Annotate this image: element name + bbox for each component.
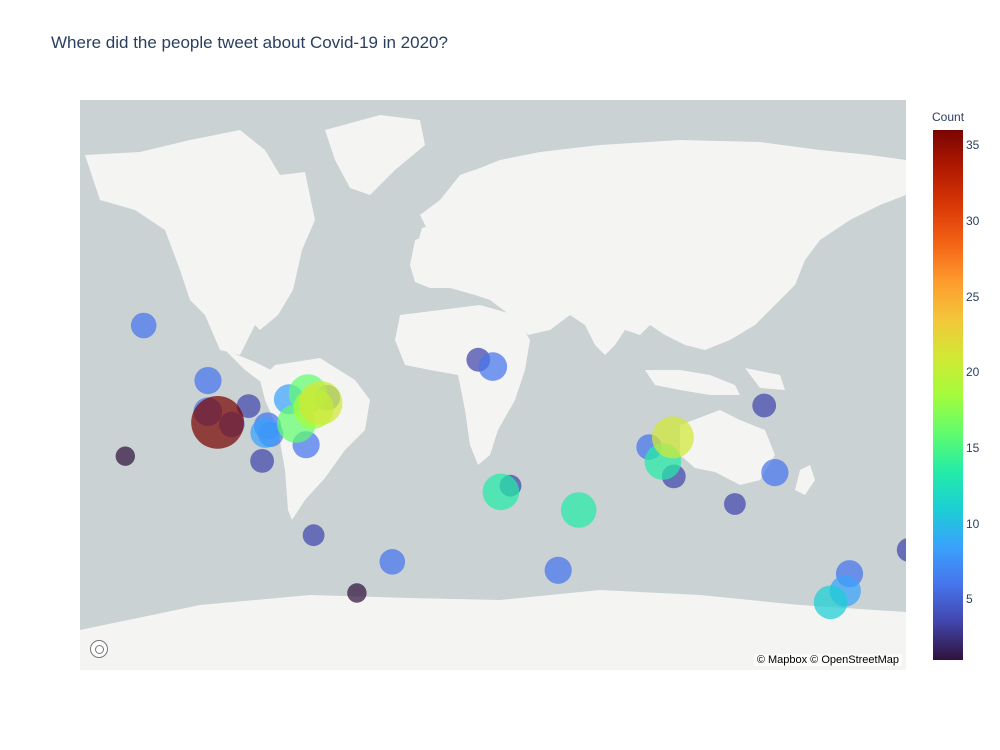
colorbar xyxy=(933,130,963,660)
colorbar-tick-label: 20 xyxy=(966,365,980,380)
land-eurasia xyxy=(410,140,906,355)
land-greenland xyxy=(325,115,425,195)
chart-title: Where did the people tweet about Covid-1… xyxy=(51,33,448,52)
tweet-marker[interactable] xyxy=(544,556,572,584)
land-japan xyxy=(713,260,738,305)
tweet-marker[interactable] xyxy=(813,585,848,620)
tweet-marker[interactable] xyxy=(250,449,274,473)
colorbar-tick-label: 15 xyxy=(966,441,980,455)
tweet-marker[interactable] xyxy=(191,396,244,449)
map-attribution[interactable]: © Mapbox © OpenStreetMap xyxy=(753,654,902,666)
tweet-marker[interactable] xyxy=(482,473,520,511)
tweet-marker[interactable] xyxy=(302,524,325,547)
world-map[interactable] xyxy=(80,100,906,670)
tweet-marker[interactable] xyxy=(194,367,222,395)
colorbar-gradient xyxy=(933,130,963,660)
tweet-marker[interactable] xyxy=(236,394,261,418)
tweet-marker[interactable] xyxy=(752,393,777,418)
colorbar-tick-label: 30 xyxy=(966,213,980,228)
land-north-america xyxy=(85,130,315,355)
land-southeast-asia xyxy=(645,370,740,395)
colorbar-tick-label: 25 xyxy=(966,289,980,304)
tweet-marker[interactable] xyxy=(379,549,406,575)
land-antarctica xyxy=(80,590,906,670)
colorbar-tick-label: 5 xyxy=(966,592,973,607)
colorbar-tick-label: 35 xyxy=(966,138,980,153)
tweet-marker[interactable] xyxy=(651,416,694,459)
tweet-marker[interactable] xyxy=(724,493,746,515)
tweet-marker[interactable] xyxy=(560,492,597,528)
land-masses xyxy=(80,115,906,670)
tweet-marker[interactable] xyxy=(250,417,281,448)
land-africa xyxy=(395,305,530,465)
colorbar-title: Count xyxy=(932,110,965,124)
mapbox-logo-icon[interactable] xyxy=(90,640,108,658)
tweet-marker[interactable] xyxy=(896,538,906,562)
tweet-marker[interactable] xyxy=(761,459,789,487)
tweet-markers[interactable] xyxy=(115,312,906,620)
tweet-marker[interactable] xyxy=(115,446,135,466)
colorbar-tick-label: 10 xyxy=(966,516,980,531)
land-australia xyxy=(680,410,775,485)
tweet-marker[interactable] xyxy=(130,312,157,339)
map-area[interactable]: © Mapbox © OpenStreetMap xyxy=(80,100,906,670)
land-uk xyxy=(418,225,435,255)
land-new-zealand xyxy=(795,465,815,495)
tweet-marker[interactable] xyxy=(298,381,343,425)
tweet-marker[interactable] xyxy=(347,583,367,603)
tweet-marker[interactable] xyxy=(478,352,508,381)
land-new-guinea xyxy=(745,368,785,390)
